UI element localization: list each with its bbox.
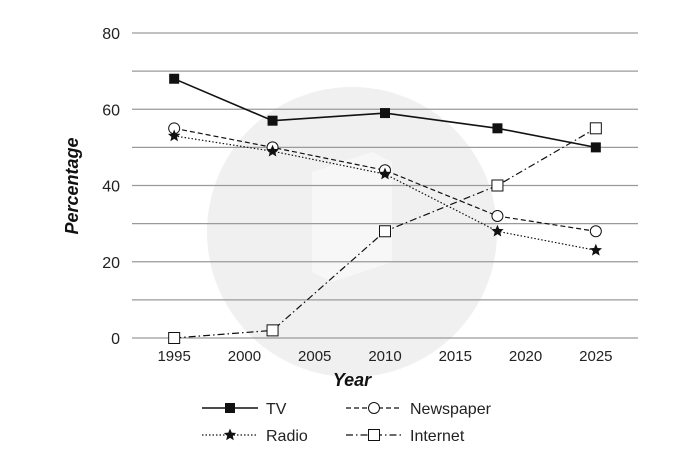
series-internet (168, 122, 602, 344)
legend: TV Newspaper Radio Internet (202, 401, 492, 445)
x-tick-label: 2010 (368, 348, 401, 365)
watermark (207, 87, 497, 377)
marker-filled-square (492, 123, 503, 134)
x-tick-label: 2025 (579, 348, 612, 365)
y-axis-ticks: 0 20 40 60 80 (102, 26, 120, 348)
legend-label: Newspaper (410, 401, 492, 418)
x-axis-title: Year (333, 370, 372, 390)
legend-item-newspaper: Newspaper (346, 401, 492, 418)
x-tick-label: 2020 (509, 348, 542, 365)
legend-item-internet: Internet (346, 428, 465, 445)
marker-open-circle (491, 210, 504, 222)
legend-item-radio: Radio (202, 428, 308, 445)
x-tick-label: 2000 (228, 348, 261, 365)
marker-filled-square (225, 403, 235, 413)
x-tick-label: 2005 (298, 348, 331, 365)
series-tv (169, 73, 601, 153)
marker-star (589, 243, 603, 256)
gridlines (132, 32, 638, 339)
y-tick-label: 40 (102, 179, 120, 196)
y-tick-label: 60 (102, 102, 120, 119)
marker-open-square (266, 324, 279, 337)
series-group (167, 73, 603, 344)
marker-open-circle (368, 402, 380, 414)
marker-filled-square (169, 73, 180, 84)
x-tick-label: 2015 (439, 348, 472, 365)
marker-star (378, 167, 392, 180)
legend-label: Internet (410, 428, 465, 445)
y-tick-label: 80 (102, 26, 120, 43)
y-tick-label: 20 (102, 255, 120, 272)
marker-open-square (368, 429, 380, 441)
marker-filled-square (380, 108, 390, 119)
legend-item-tv: TV (202, 401, 287, 418)
y-tick-label: 0 (111, 331, 120, 348)
y-axis-title: Percentage (62, 137, 82, 234)
marker-open-square (168, 332, 181, 344)
x-tick-label: 1995 (157, 348, 190, 365)
series-radio (167, 129, 603, 256)
marker-open-square (589, 122, 602, 135)
marker-open-square (491, 179, 504, 192)
marker-star (223, 428, 237, 441)
x-axis-ticks: 1995 2000 2005 2010 2015 2020 2025 (157, 348, 612, 365)
series-line (174, 127, 596, 232)
marker-filled-square (590, 142, 601, 153)
marker-star (266, 144, 279, 157)
marker-open-circle (589, 225, 602, 238)
legend-label: TV (266, 401, 287, 418)
marker-filled-square (267, 115, 278, 126)
marker-star (167, 129, 181, 142)
marker-star (491, 224, 504, 237)
legend-label: Radio (266, 428, 308, 445)
marker-open-square (379, 225, 391, 238)
